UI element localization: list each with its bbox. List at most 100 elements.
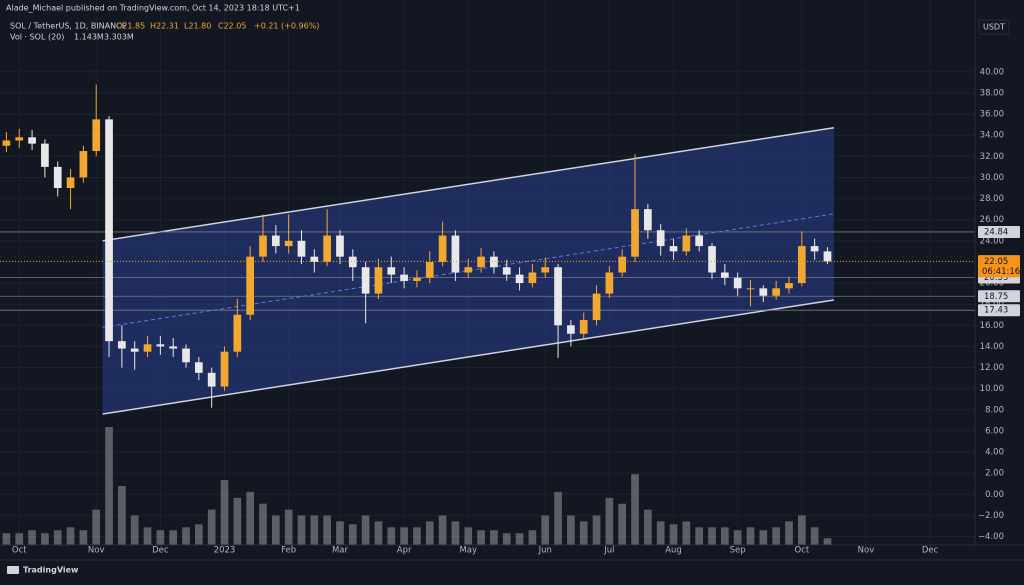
volume-bar (348, 524, 357, 545)
y-tick-label: 40.00 (980, 67, 1004, 77)
price-label: 20.53 (984, 273, 1008, 283)
volume-bar (720, 527, 729, 545)
y-tick-label: 8.00 (985, 405, 1004, 415)
brand: TradingView (23, 566, 79, 575)
candle-body (785, 283, 793, 289)
candle-body (502, 267, 511, 275)
candle-body (66, 177, 75, 189)
volume-bar (323, 515, 331, 545)
candle-body (438, 235, 447, 262)
price-label-box (978, 304, 1020, 317)
candle-body (400, 274, 408, 281)
candle-body (746, 288, 755, 290)
candle-body (195, 362, 203, 373)
candle-body (413, 277, 421, 281)
candle-body (15, 137, 24, 141)
countdown: 06:41:16 (982, 267, 1020, 277)
x-tick-label: Nov (858, 546, 875, 556)
ohlc-value: L21.80 (184, 22, 211, 31)
volume-bar (297, 515, 306, 545)
candle-body (246, 256, 255, 315)
candle-body (182, 348, 190, 363)
candle-body (297, 240, 306, 257)
y-tick-label: 24.00 (980, 236, 1004, 246)
y-tick-label: −2.00 (978, 511, 1004, 521)
candle-body (669, 246, 678, 252)
candle-body (579, 320, 588, 334)
x-tick-label: Jul (603, 546, 614, 556)
price-label: 18.75 (984, 292, 1008, 302)
volume-bar (41, 533, 49, 545)
x-tick-label: May (459, 546, 477, 556)
x-tick-label: Oct (12, 546, 27, 556)
candle-body (605, 272, 614, 294)
candle-body (644, 209, 652, 231)
volume-bar (644, 509, 652, 545)
candle-body (323, 235, 331, 262)
volume-bar (746, 527, 755, 545)
ohlc-value: O21.85 (116, 22, 145, 31)
volume-bar (53, 530, 62, 545)
volume-bar (169, 530, 178, 545)
candle-body (143, 344, 152, 352)
candle-body (772, 288, 780, 296)
volume-bar (361, 515, 370, 545)
candle-body (156, 344, 165, 347)
x-tick-label: Oct (794, 546, 809, 556)
volume-bar (772, 527, 780, 545)
y-tick-label: 34.00 (980, 131, 1004, 141)
y-tick-label: 2.00 (985, 469, 1004, 479)
x-tick-label: Dec (152, 546, 169, 556)
candle-body (451, 235, 460, 273)
volume-bar (682, 521, 691, 545)
candle-body (361, 267, 370, 294)
volume-bar (79, 530, 88, 545)
candle-body (130, 348, 139, 352)
volume-bar (246, 491, 255, 545)
volume-bar (130, 515, 139, 545)
y-tick-label: 30.00 (980, 173, 1004, 183)
price-label-box (978, 290, 1020, 303)
x-tick-label: Apr (397, 546, 412, 556)
volume-bar (618, 503, 627, 545)
volume-bar (464, 527, 473, 545)
volume-bar (490, 530, 498, 545)
volume-bar (259, 503, 267, 545)
volume-bar (400, 527, 408, 545)
candle-body (387, 267, 396, 275)
x-tick-label: Aug (665, 546, 682, 556)
candle-body (759, 288, 768, 296)
volume-bar (669, 524, 678, 545)
volume-bar (823, 538, 832, 545)
volume-bar (271, 515, 280, 545)
volume-bar (592, 515, 601, 545)
candle-body (41, 143, 49, 167)
y-tick-label: 20.00 (980, 279, 1004, 289)
candle-body (169, 346, 178, 349)
volume-bar (207, 509, 216, 545)
currency-box (978, 19, 1010, 35)
candle-body (567, 325, 575, 334)
candle-body (797, 246, 806, 284)
volume-bar (220, 480, 229, 545)
x-tick-label: Nov (88, 546, 105, 556)
volume-bar (195, 524, 203, 545)
candle-body (720, 272, 729, 278)
volume-bar (374, 521, 383, 545)
candle-body (515, 274, 524, 284)
volume-bar (451, 521, 460, 545)
candle-body (79, 151, 88, 178)
y-tick-label: 0.00 (985, 490, 1004, 500)
candle-body (656, 230, 665, 247)
candle-body (464, 267, 473, 273)
volume-label: Vol · SOL (20) (10, 33, 64, 42)
volume-bar (477, 530, 485, 545)
volume-value: 1.143M (74, 33, 104, 42)
candle-body (541, 267, 550, 273)
volume-bar (567, 515, 575, 545)
volume-bar (105, 427, 113, 545)
volume-bar (733, 530, 742, 545)
candle-body (823, 251, 832, 262)
x-tick-label: Mar (332, 546, 349, 556)
